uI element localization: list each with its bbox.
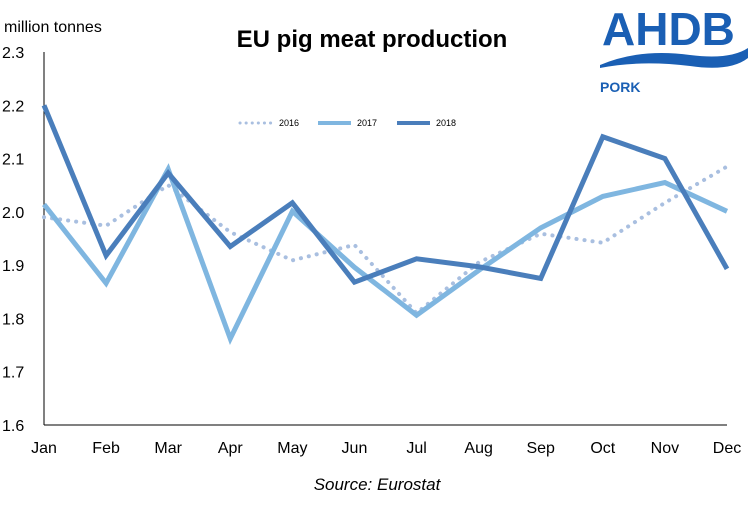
logo-text: AHDB — [602, 3, 735, 55]
series-line-2017 — [42, 163, 729, 346]
y-tick-label: 2.2 — [2, 98, 24, 115]
x-tick-label: Sep — [526, 440, 555, 457]
x-tick-label: Mar — [154, 440, 182, 457]
chart-title: EU pig meat production — [237, 26, 508, 53]
y-tick-label: 2.3 — [2, 45, 24, 62]
y-tick-label: 2.0 — [2, 205, 24, 222]
x-tick-label: May — [277, 440, 307, 457]
x-tick-label: Apr — [218, 440, 244, 457]
y-tick-label: 1.9 — [2, 258, 24, 275]
y-tick-label: 1.8 — [2, 311, 24, 328]
series-line-2016 — [42, 164, 729, 316]
x-tick-label: Feb — [92, 440, 120, 457]
series-line-2018 — [41, 104, 730, 286]
x-tick-label: Oct — [590, 440, 615, 457]
y-tick-label: 2.1 — [2, 152, 24, 169]
legend-label: 2017 — [357, 118, 377, 128]
x-tick-label: Nov — [651, 440, 679, 457]
legend-label: 2018 — [436, 118, 456, 128]
y-axis-label: million tonnes — [4, 19, 102, 36]
logo-subtext: PORK — [600, 79, 640, 95]
logo-wave — [600, 48, 748, 68]
source-note: Source: Eurostat — [314, 475, 442, 494]
x-tick-label: Jul — [406, 440, 426, 457]
y-tick-label: 1.6 — [2, 418, 24, 435]
ahdb-logo: AHDB PORK — [600, 3, 748, 95]
y-tick-label: 1.7 — [2, 365, 24, 382]
x-tick-label: Dec — [713, 440, 741, 457]
x-tick-label: Jun — [342, 440, 368, 457]
x-tick-label: Aug — [464, 440, 492, 457]
legend-label: 2016 — [279, 118, 299, 128]
x-tick-label: Jan — [31, 440, 57, 457]
